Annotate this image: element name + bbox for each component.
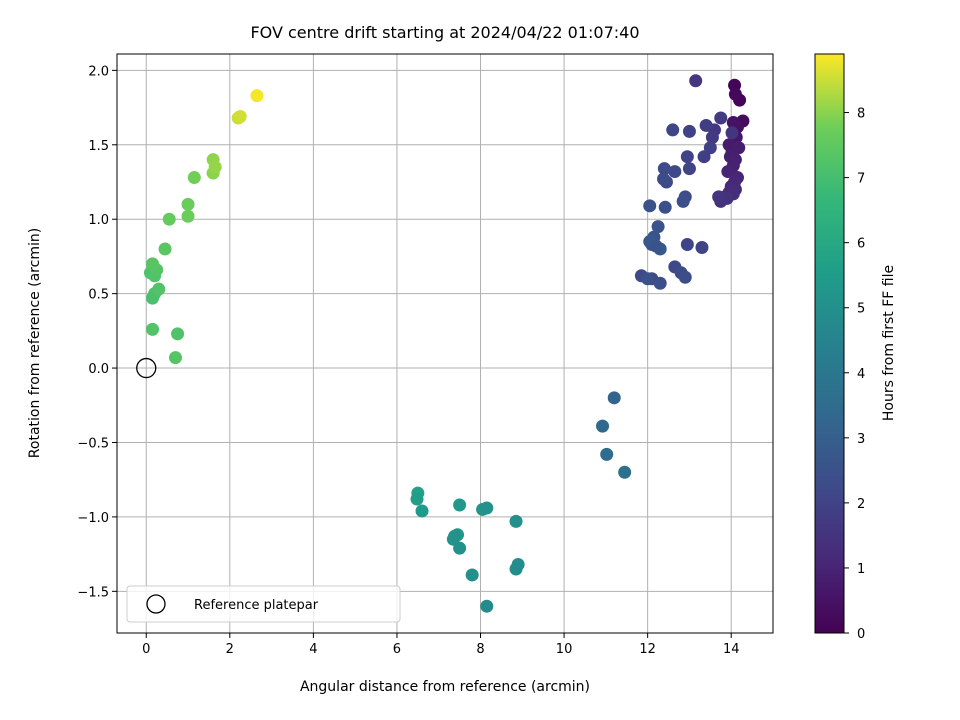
data-point [680, 150, 694, 164]
y-tick-label: 2.0 [88, 64, 109, 79]
x-tick-label: 12 [639, 642, 656, 657]
data-point [410, 492, 424, 506]
data-point [596, 419, 610, 433]
data-point [721, 165, 735, 179]
data-point [714, 111, 728, 125]
y-axis-label: Rotation from reference (arcmin) [27, 228, 43, 458]
data-point [676, 194, 690, 208]
data-point [146, 257, 160, 271]
data-point [171, 327, 185, 341]
reference-marker-group [136, 357, 157, 379]
reference-marker [136, 357, 157, 379]
colorbar-label: Hours from first FF file [881, 265, 897, 421]
data-point [509, 514, 523, 528]
data-point [509, 562, 523, 576]
data-point [162, 212, 176, 226]
y-tick-label: 0.0 [88, 362, 109, 377]
data-point [678, 270, 692, 284]
data-point [453, 541, 467, 555]
data-point [682, 124, 696, 138]
data-point [641, 272, 655, 286]
data-point [600, 447, 614, 461]
y-tick-label: −1.5 [77, 585, 109, 600]
colorbar-tick-label: 7 [857, 172, 865, 187]
data-point [480, 599, 494, 613]
data-point [695, 240, 709, 254]
colorbar-ticks: 0 1 2 3 4 5 6 7 8 [844, 107, 865, 642]
colorbar-tick-label: 4 [857, 367, 865, 382]
x-tick-label: 0 [142, 642, 150, 657]
y-tick-label: 0.5 [88, 288, 109, 303]
plot-frame [116, 53, 774, 634]
x-axis-label: Angular distance from reference (arcmin) [300, 679, 590, 695]
data-point [689, 74, 703, 88]
data-point [152, 282, 166, 296]
data-point [618, 465, 632, 479]
legend-box [126, 585, 401, 623]
data-point [480, 501, 494, 515]
data-point [250, 89, 264, 103]
data-point [453, 498, 467, 512]
data-point [726, 115, 740, 129]
colorbar-tick-label: 6 [857, 237, 865, 252]
chart-title: FOV centre drift starting at 2024/04/22 … [250, 23, 639, 42]
y-tick-label: 1.0 [88, 213, 109, 228]
x-tick-label: 14 [723, 642, 740, 657]
y-tick-label: 1.5 [88, 139, 109, 154]
data-point [168, 351, 182, 365]
data-point [158, 242, 172, 256]
data-point [699, 118, 713, 132]
data-point [728, 87, 742, 101]
data-point [712, 190, 726, 204]
x-axis-ticks: 0 2 4 6 8 10 12 14 [142, 633, 739, 657]
data-point [146, 322, 160, 336]
data-point [181, 197, 195, 211]
data-point [657, 172, 671, 186]
data-point [705, 130, 719, 144]
legend-entry-reference: Reference platepar [194, 598, 319, 613]
y-tick-label: −1.0 [77, 511, 109, 526]
data-point [657, 162, 671, 176]
colorbar-tick-label: 3 [857, 432, 865, 447]
colorbar-tick-label: 1 [857, 562, 865, 577]
x-tick-label: 4 [309, 642, 317, 657]
legend-marker-icon [146, 594, 166, 614]
x-tick-label: 8 [476, 642, 484, 657]
colorbar [814, 53, 845, 634]
x-tick-label: 2 [226, 642, 234, 657]
data-point [732, 141, 746, 155]
data-point [607, 391, 621, 405]
data-point [643, 199, 657, 213]
data-point [448, 529, 462, 543]
colorbar-tick-label: 2 [857, 497, 865, 512]
x-tick-label: 6 [393, 642, 401, 657]
x-tick-label: 10 [556, 642, 573, 657]
data-point [465, 568, 479, 582]
data-point [653, 276, 667, 290]
data-point [415, 504, 429, 518]
colorbar-tick-label: 8 [857, 107, 865, 122]
data-point [725, 126, 739, 140]
data-point [658, 200, 672, 214]
legend: Reference platepar [126, 585, 401, 623]
y-axis-ticks: −1.5 −1.0 −0.5 0.0 0.5 1.0 1.5 2.0 [77, 64, 117, 600]
y-tick-label: −0.5 [77, 436, 109, 451]
data-points [143, 74, 750, 613]
data-point [666, 123, 680, 137]
data-point [668, 165, 682, 179]
data-point [703, 141, 717, 155]
data-point [208, 160, 222, 174]
colorbar-tick-label: 5 [857, 302, 865, 317]
data-point [233, 110, 247, 124]
colorbar-tick-label: 0 [857, 627, 865, 642]
data-point [649, 239, 663, 253]
data-point [680, 238, 694, 252]
data-point [187, 171, 201, 185]
data-point [682, 162, 696, 176]
data-point [181, 209, 195, 223]
data-point [651, 220, 665, 234]
